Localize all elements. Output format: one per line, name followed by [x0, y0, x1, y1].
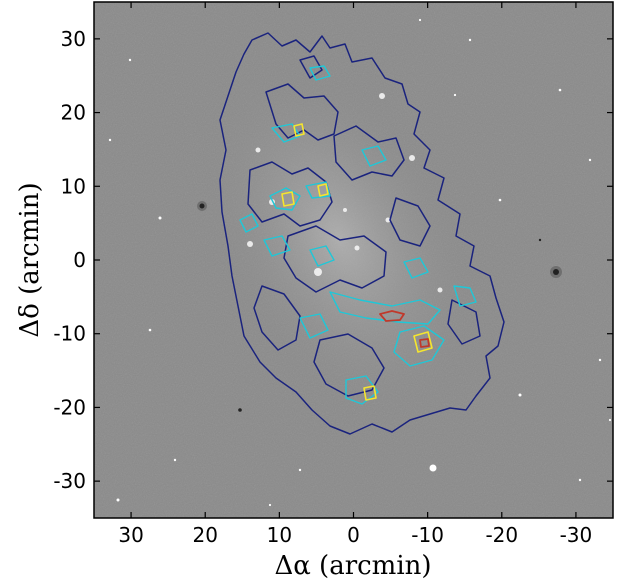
- contour-level-1: [219, 32, 505, 435]
- x-axis-ticks: [130, 2, 577, 518]
- y-tick-label: -30: [53, 469, 86, 493]
- y-tick-label: 20: [61, 101, 86, 125]
- galaxy-image: [94, 2, 613, 518]
- contour-level-3: [281, 123, 433, 401]
- y-axis-tick-labels: 30 20 10 0 -10 -20 -30: [53, 27, 86, 493]
- x-tick-label: -20: [485, 523, 518, 547]
- field-stars: [108, 18, 612, 507]
- x-tick-label: 0: [347, 523, 360, 547]
- y-tick-label: 0: [73, 248, 86, 272]
- x-tick-label: 20: [192, 523, 217, 547]
- contour-level-4: [379, 310, 430, 348]
- x-tick-label: 10: [267, 523, 292, 547]
- x-tick-label: -30: [560, 523, 593, 547]
- y-tick-label: 10: [61, 174, 86, 198]
- x-axis-label: Δα (arcmin): [274, 551, 431, 581]
- x-tick-label: 30: [118, 523, 143, 547]
- x-tick-label: -10: [411, 523, 444, 547]
- y-tick-label: -10: [53, 322, 86, 346]
- x-axis-tick-labels: 30 20 10 0 -10 -20 -30: [118, 523, 592, 547]
- y-axis-ticks: [94, 38, 613, 482]
- contour-level-2: [239, 65, 477, 405]
- y-tick-label: 30: [61, 27, 86, 51]
- y-axis-label: Δδ (arcmin): [15, 182, 45, 337]
- y-tick-label: -20: [53, 395, 86, 419]
